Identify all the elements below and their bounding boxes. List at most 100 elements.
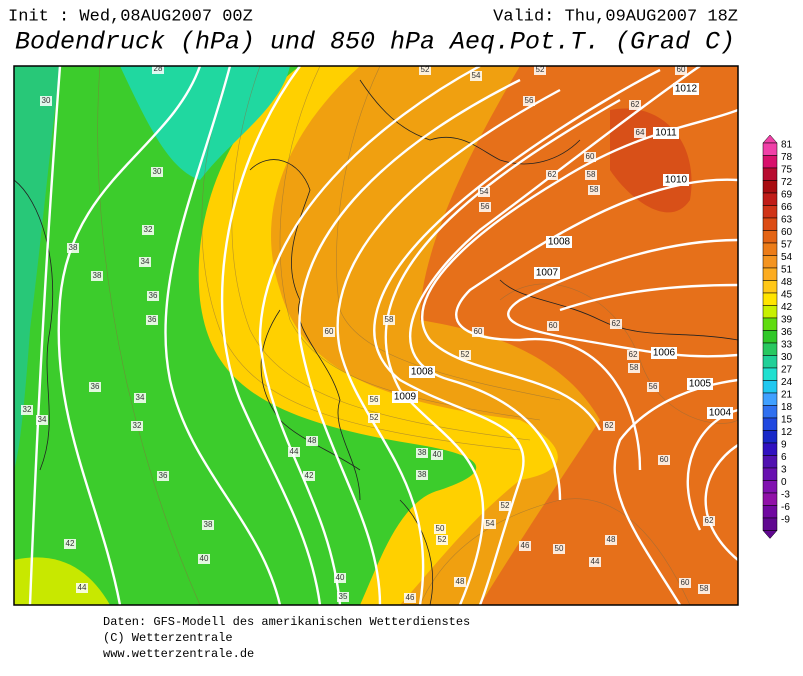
theta-label: 36 [148,315,157,324]
theta-label-box [603,421,615,431]
theta-label: 28 [154,64,163,73]
theta-label-box [519,541,531,551]
colorbar-label: 0 [781,477,787,488]
theta-label: 58 [700,584,709,593]
colorbar-box [762,242,778,256]
colorbar-box [762,267,778,281]
isobar-label: 1006 [653,348,676,359]
theta-label-box [368,413,380,423]
theta-label: 40 [200,554,209,563]
region-green [14,66,477,605]
theta-label: 36 [91,382,100,391]
theta-label-box [610,319,622,329]
theta-label-box [553,544,565,554]
colorbar-box [762,330,778,344]
theta-label-box [198,554,210,564]
colorbar-box [762,480,778,494]
colorbar-box [762,492,778,506]
colorbar-label: 72 [781,177,793,188]
theta-label-box [627,350,639,360]
theta-label: 62 [629,350,638,359]
isobar-label: 1008 [548,237,571,248]
theta-label: 44 [290,447,299,456]
theta-label-box [703,516,715,526]
theta-label: 52 [421,65,430,74]
colorbar-label: 24 [781,377,793,388]
colorbar-box [762,367,778,381]
theta-label: 54 [480,187,489,196]
region-teal-west [14,66,60,470]
theta-label-box [157,471,169,481]
theta-label-box [21,405,33,415]
colorbar-label: 42 [781,302,793,313]
theta-label-box [534,66,546,75]
theta-label-box [76,583,88,593]
colorbar-label: 18 [781,402,793,413]
theta-label: 60 [325,327,334,336]
colorbar-label: 66 [781,202,793,213]
colorbar-label: 21 [781,390,793,401]
theta-label: 52 [501,501,510,510]
isobar-label-box [673,83,699,95]
theta-label: 62 [705,516,714,525]
theta-label-box [306,436,318,446]
theta-label: 34 [38,415,47,424]
colorbar-box [762,455,778,469]
theta-label: 56 [481,202,490,211]
theta-label-box [647,382,659,392]
colorbar-label: 63 [781,215,793,226]
colorbar-label: 36 [781,327,793,338]
colorbar-label: -3 [781,490,790,501]
isobar-label-box [663,174,689,186]
colorbar-box [762,205,778,219]
colorbar-box [762,180,778,194]
theta-label-box [628,363,640,373]
theta-label: 62 [605,421,614,430]
colorbar-label: 69 [781,190,793,201]
theta-label: 35 [339,592,348,601]
theta-label-box [147,291,159,301]
theta-label: 62 [548,170,557,179]
theta-label-box [499,501,511,511]
theta-label-box [334,573,346,583]
isobar-label-box [653,127,679,139]
theta-label: 30 [153,167,162,176]
theta-label: 58 [630,363,639,372]
theta-label: 38 [93,271,102,280]
colorbar-box [762,342,778,356]
theta-label-box [416,448,428,458]
theta-label-box [36,415,48,425]
theta-label-box [419,66,431,75]
colorbar-box [762,280,778,294]
theta-label-box [459,350,471,360]
theta-label: 52 [370,413,379,422]
theta-label-box [139,257,151,267]
colorbar-label: 3 [781,465,787,476]
theta-label: 32 [144,225,153,234]
theta-label: 58 [590,185,599,194]
theta-label: 36 [149,291,158,300]
map-labels: 1012 1011 1010 1008 1007 1006 1005 1004 1008 1009… [21,64,733,603]
theta-label: 58 [587,170,596,179]
theta-label-box [679,578,691,588]
colorbar-box [762,305,778,319]
theta-label-box [146,315,158,325]
theta-label-box [434,524,446,534]
map-frame [13,65,739,606]
theta-label-box [547,321,559,331]
theta-label: 34 [141,257,150,266]
theta-label: 60 [660,455,669,464]
theta-label: 46 [406,593,415,602]
theta-label: 30 [42,96,51,105]
theta-label-box [431,450,443,460]
theta-label-box [91,271,103,281]
isobar-label: 1012 [675,84,698,95]
theta-label-box [151,167,163,177]
theta-label-box [523,96,535,106]
theta-label-box [383,315,395,325]
theta-label-box [478,187,490,197]
theta-label-box [585,170,597,180]
theta-label: 36 [159,471,168,480]
theta-label: 44 [78,583,87,592]
